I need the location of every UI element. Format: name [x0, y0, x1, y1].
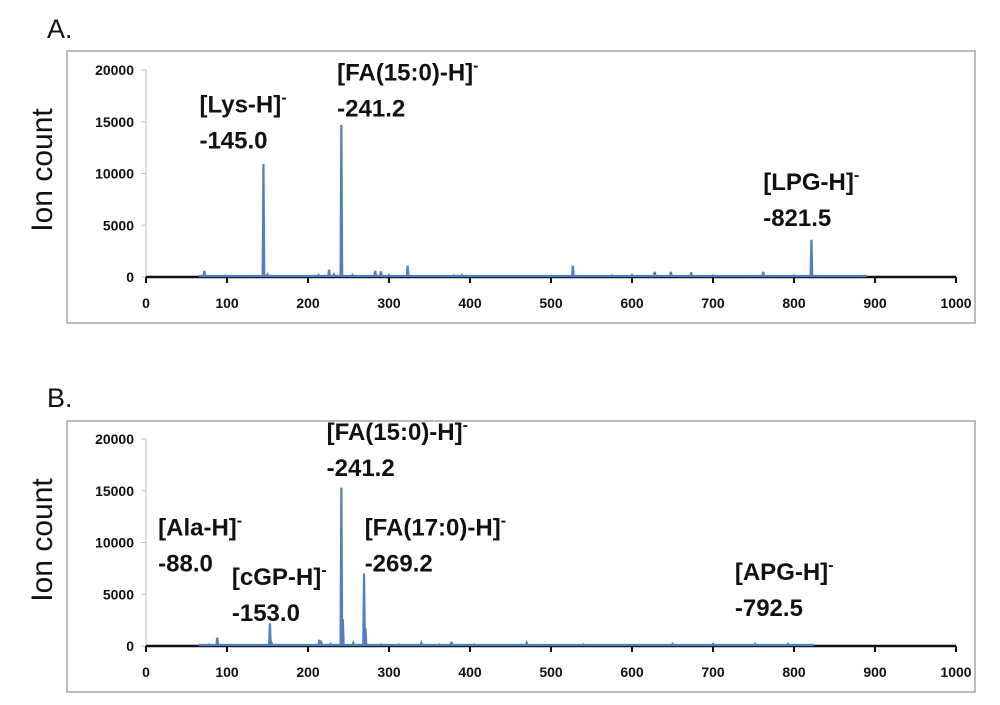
superscript-charge: - — [854, 167, 859, 184]
peak-annotation-mz: -269.2 — [365, 550, 433, 577]
x-tick-label: 200 — [296, 295, 320, 311]
peak-annotation-mz: -241.2 — [327, 455, 395, 482]
x-tick-label: 200 — [296, 664, 320, 680]
x-tick-label: 600 — [620, 295, 644, 311]
x-tick-label: 600 — [620, 664, 644, 680]
peak-annotation-name: [Ala-H]- — [158, 512, 242, 541]
x-tick-label: 0 — [142, 295, 150, 311]
peak-annotation-name: [LPG-H]- — [763, 167, 859, 196]
y-tick-label: 15000 — [95, 114, 134, 130]
x-tick-label: 500 — [539, 295, 563, 311]
y-tick-label: 10000 — [95, 535, 134, 551]
peak-annotation-mz: -153.0 — [232, 600, 300, 627]
peak-annotation-name: [Lys-H]- — [199, 89, 286, 118]
spectrum-line — [198, 124, 867, 278]
x-tick-label: 1000 — [940, 664, 971, 680]
y-tick-label: 10000 — [95, 166, 134, 182]
y-tick-label: 0 — [126, 638, 134, 654]
y-tick-label: 5000 — [103, 217, 134, 233]
x-tick-label: 1000 — [940, 295, 971, 311]
y-tick-label: 20000 — [95, 62, 134, 78]
peak-annotation-name: [APG-H]- — [735, 557, 834, 586]
peak-annotation-mz: -241.2 — [337, 95, 405, 122]
superscript-charge: - — [321, 562, 326, 579]
superscript-charge: - — [281, 89, 286, 106]
peak-annotation-name: [FA(15:0)-H]- — [337, 57, 478, 86]
superscript-charge: - — [473, 57, 478, 74]
y-tick-label: 0 — [126, 269, 134, 285]
plot-frame — [66, 420, 976, 693]
x-tick-label: 700 — [701, 664, 725, 680]
x-tick-label: 100 — [215, 664, 239, 680]
x-tick-label: 900 — [863, 664, 887, 680]
peak-annotation-mz: -145.0 — [199, 127, 267, 154]
x-tick-label: 400 — [458, 295, 482, 311]
peak-annotation-name: [FA(17:0)-H]- — [365, 512, 506, 541]
x-tick-label: 300 — [377, 295, 401, 311]
superscript-charge: - — [501, 512, 506, 529]
peak-annotation-mz: -821.5 — [763, 205, 831, 232]
x-tick-label: 400 — [458, 664, 482, 680]
y-axis-label: Ion count — [26, 108, 59, 232]
peak-annotation-mz: -792.5 — [735, 595, 803, 622]
superscript-charge: - — [463, 417, 468, 434]
panel-label-a: A. — [47, 14, 73, 44]
x-tick-label: 0 — [142, 664, 150, 680]
superscript-charge: - — [237, 512, 242, 529]
plot-frame — [66, 50, 976, 324]
y-tick-label: 5000 — [103, 586, 134, 602]
x-tick-label: 700 — [701, 295, 725, 311]
peak-annotation-name: [cGP-H]- — [232, 562, 327, 591]
spectrum-line — [198, 487, 815, 647]
x-tick-label: 800 — [782, 295, 806, 311]
y-tick-label: 20000 — [95, 431, 134, 447]
peak-annotation-mz: -88.0 — [158, 550, 213, 577]
peak-annotation-name: [FA(15:0)-H]- — [327, 417, 468, 446]
x-tick-label: 500 — [539, 664, 563, 680]
y-tick-label: 15000 — [95, 483, 134, 499]
y-axis-label: Ion count — [26, 478, 59, 602]
x-tick-label: 900 — [863, 295, 887, 311]
x-tick-label: 300 — [377, 664, 401, 680]
panel-label-b: B. — [47, 383, 73, 413]
x-tick-label: 800 — [782, 664, 806, 680]
x-tick-label: 100 — [215, 295, 239, 311]
superscript-charge: - — [828, 557, 833, 574]
